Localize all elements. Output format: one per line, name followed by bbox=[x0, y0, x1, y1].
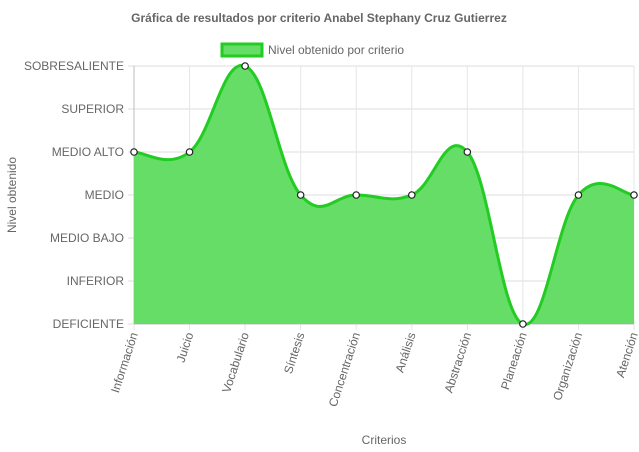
legend-label: Nivel obtenido por criterio bbox=[268, 43, 404, 57]
data-point[interactable] bbox=[519, 320, 527, 328]
data-point[interactable] bbox=[352, 191, 361, 199]
data-point[interactable] bbox=[296, 191, 305, 199]
data-point[interactable] bbox=[407, 191, 416, 199]
y-axis-ticks: DEFICIENTE INFERIOR MEDIO BAJO MEDIO MEDIO A… bbox=[24, 59, 124, 331]
x-tick-label: Organización bbox=[550, 331, 585, 403]
data-point[interactable] bbox=[130, 148, 138, 156]
series-line bbox=[133, 64, 635, 326]
y-tick-label: MEDIO BAJO bbox=[50, 231, 124, 245]
data-point[interactable] bbox=[630, 191, 638, 199]
series-area bbox=[133, 64, 635, 326]
data-point[interactable] bbox=[241, 62, 249, 70]
legend-swatch bbox=[220, 42, 264, 58]
x-tick-label: Información bbox=[108, 331, 141, 395]
x-axis-title: Criterios bbox=[362, 433, 407, 447]
chart-title: Gráfica de resultados por criterio Anabe… bbox=[131, 11, 507, 25]
x-tick-label: Concentración bbox=[326, 331, 363, 409]
y-tick-label: MEDIO ALTO bbox=[52, 145, 124, 159]
legend[interactable]: Nivel obtenido por criterio bbox=[220, 42, 404, 58]
y-tick-label: SOBRESALIENTE bbox=[24, 59, 124, 73]
x-tick-label: Juicio bbox=[174, 330, 197, 364]
series-fill bbox=[134, 65, 634, 325]
data-points bbox=[130, 62, 638, 328]
x-tick-label: Vocabulario bbox=[219, 330, 252, 394]
data-point[interactable] bbox=[185, 148, 194, 156]
x-axis-ticks: Información Juicio Vocabulario Síntesis Conc… bbox=[108, 330, 639, 408]
x-tick-label: Atención bbox=[613, 331, 639, 380]
data-point[interactable] bbox=[574, 191, 583, 199]
data-point[interactable] bbox=[463, 148, 472, 156]
y-tick-label: SUPERIOR bbox=[61, 102, 124, 116]
x-tick-label: Síntesis bbox=[281, 331, 308, 376]
y-tick-label: INFERIOR bbox=[67, 274, 125, 288]
x-tick-label: Planeación bbox=[498, 331, 530, 392]
y-axis-title: Nivel obtenido bbox=[5, 157, 19, 233]
x-tick-label: Análisis bbox=[393, 331, 419, 375]
y-tick-label: MEDIO bbox=[85, 188, 124, 202]
y-tick-label: DEFICIENTE bbox=[53, 317, 124, 331]
x-tick-label: Abstracción bbox=[441, 331, 474, 395]
